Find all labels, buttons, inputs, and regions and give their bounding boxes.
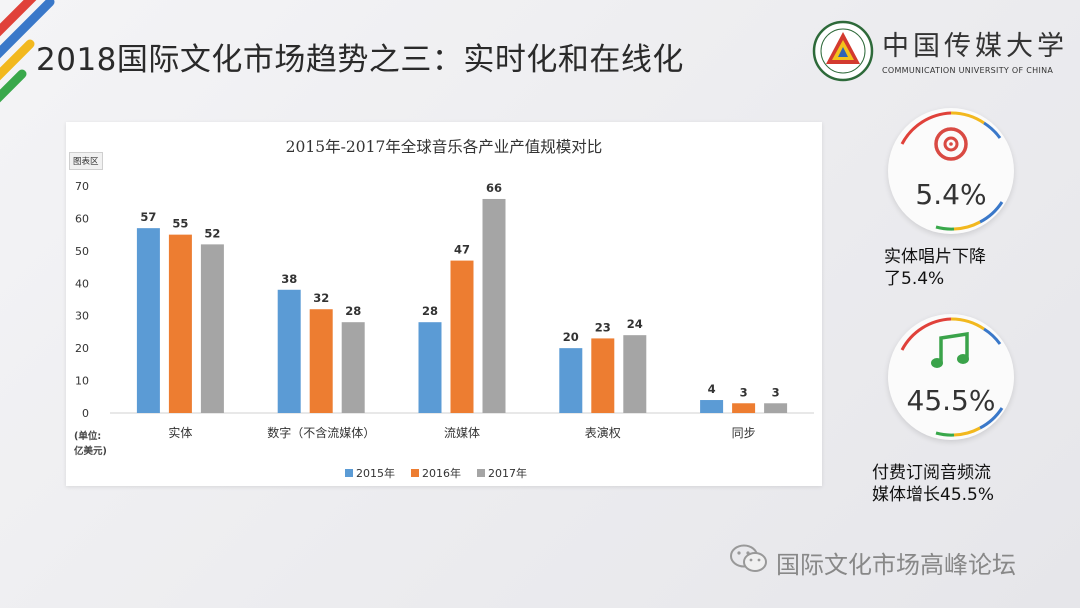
- legend-swatch: [477, 469, 485, 477]
- data-label: 32: [313, 291, 329, 305]
- chart-title: 2015年-2017年全球音乐各产业产值规模对比: [285, 138, 603, 156]
- legend-label: 2017年: [488, 466, 527, 480]
- university-subtitle: COMMUNICATION UNIVERSITY OF CHINA: [882, 66, 1054, 75]
- bar: [591, 338, 615, 413]
- y-tick-label: 50: [75, 245, 89, 258]
- university-emblem-icon: [812, 20, 874, 82]
- stat-value: 5.4%: [915, 178, 987, 211]
- stat-value: 45.5%: [906, 384, 996, 417]
- legend-swatch: [345, 469, 353, 477]
- wechat-icon: [730, 544, 767, 572]
- x-tick-label: 表演权: [585, 425, 621, 440]
- data-label: 66: [486, 181, 502, 195]
- data-label: 28: [345, 304, 361, 318]
- bar: [277, 289, 301, 413]
- y-tick-label: 40: [75, 277, 89, 290]
- stat-card-physical: 5.4%: [884, 104, 1018, 238]
- slide-title: 2018国际文化市场趋势之三：实时化和在线化: [36, 42, 684, 78]
- bar: [559, 348, 583, 413]
- stat-card-streaming: 45.5%: [884, 310, 1018, 444]
- x-tick-label: 数字（不含流媒体）: [267, 425, 375, 440]
- university-name: 中国传媒大学: [882, 31, 1068, 62]
- bar: [623, 335, 647, 413]
- bar: [732, 403, 756, 413]
- data-label: 47: [454, 243, 470, 257]
- music-note-icon: [931, 332, 969, 368]
- chart-panel: 0 10 20 30 40 50 60 70 57 55 52 实体 38 32 28 数字（不含流媒体） 28…: [66, 122, 822, 486]
- x-tick-label: 同步: [732, 426, 756, 440]
- corner-stripes: [0, 0, 55, 103]
- unit-label-line: (单位:: [74, 431, 102, 442]
- bar-chart: 0 10 20 30 40 50 60 70 57 55 52 实体 38 32 28 数字（不含流媒体） 28…: [75, 180, 814, 480]
- bar: [168, 234, 192, 413]
- data-label: 55: [172, 217, 188, 231]
- bar: [450, 260, 474, 413]
- caption-line: 了5.4%: [884, 269, 945, 289]
- data-label: 24: [627, 317, 643, 331]
- legend-label: 2015年: [356, 466, 395, 480]
- data-label: 57: [140, 210, 156, 224]
- legend-swatch: [411, 469, 419, 477]
- bar: [482, 198, 506, 413]
- university-logo: 中国传媒大学 COMMUNICATION UNIVERSITY OF CHINA: [812, 20, 1064, 86]
- bar: [700, 400, 724, 413]
- footer-text: 国际文化市场高峰论坛: [776, 551, 1016, 579]
- ring-arcs: [900, 111, 1004, 231]
- stat-caption-physical: 实体唱片下降 了5.4%: [884, 246, 986, 290]
- bar: [418, 322, 442, 413]
- x-tick-label: 流媒体: [444, 426, 480, 440]
- bar: [341, 322, 365, 413]
- bar: [764, 403, 788, 413]
- data-label: 23: [595, 320, 611, 334]
- data-label: 38: [281, 272, 297, 286]
- bar: [200, 244, 224, 413]
- data-label: 28: [422, 304, 438, 318]
- data-label: 4: [708, 382, 716, 396]
- data-label: 52: [204, 226, 220, 240]
- x-tick-label: 实体: [168, 425, 192, 440]
- y-tick-label: 20: [75, 342, 89, 355]
- y-tick-label: 0: [82, 407, 89, 420]
- caption-line: 付费订阅音频流: [872, 463, 991, 483]
- caption-line: 媒体增长45.5%: [872, 485, 995, 505]
- unit-label-line: 亿美元): [74, 446, 107, 457]
- legend-label: 2016年: [422, 466, 461, 480]
- unit-label: (单位: 亿美元): [74, 429, 107, 459]
- y-tick-label: 10: [75, 375, 89, 388]
- caption-line: 实体唱片下降: [884, 247, 986, 267]
- y-tick-label: 70: [75, 180, 89, 193]
- stat-caption-streaming: 付费订阅音频流 媒体增长45.5%: [872, 462, 994, 506]
- chart-area-tag: 图表区: [69, 152, 103, 170]
- data-label: 20: [563, 330, 579, 344]
- ring-arcs: [900, 317, 1004, 437]
- bar: [136, 228, 160, 413]
- data-label: 3: [740, 385, 748, 399]
- bar: [309, 309, 333, 413]
- disc-icon: [934, 127, 968, 161]
- data-label: 3: [772, 385, 780, 399]
- y-tick-label: 30: [75, 310, 89, 323]
- y-tick-label: 60: [75, 212, 89, 225]
